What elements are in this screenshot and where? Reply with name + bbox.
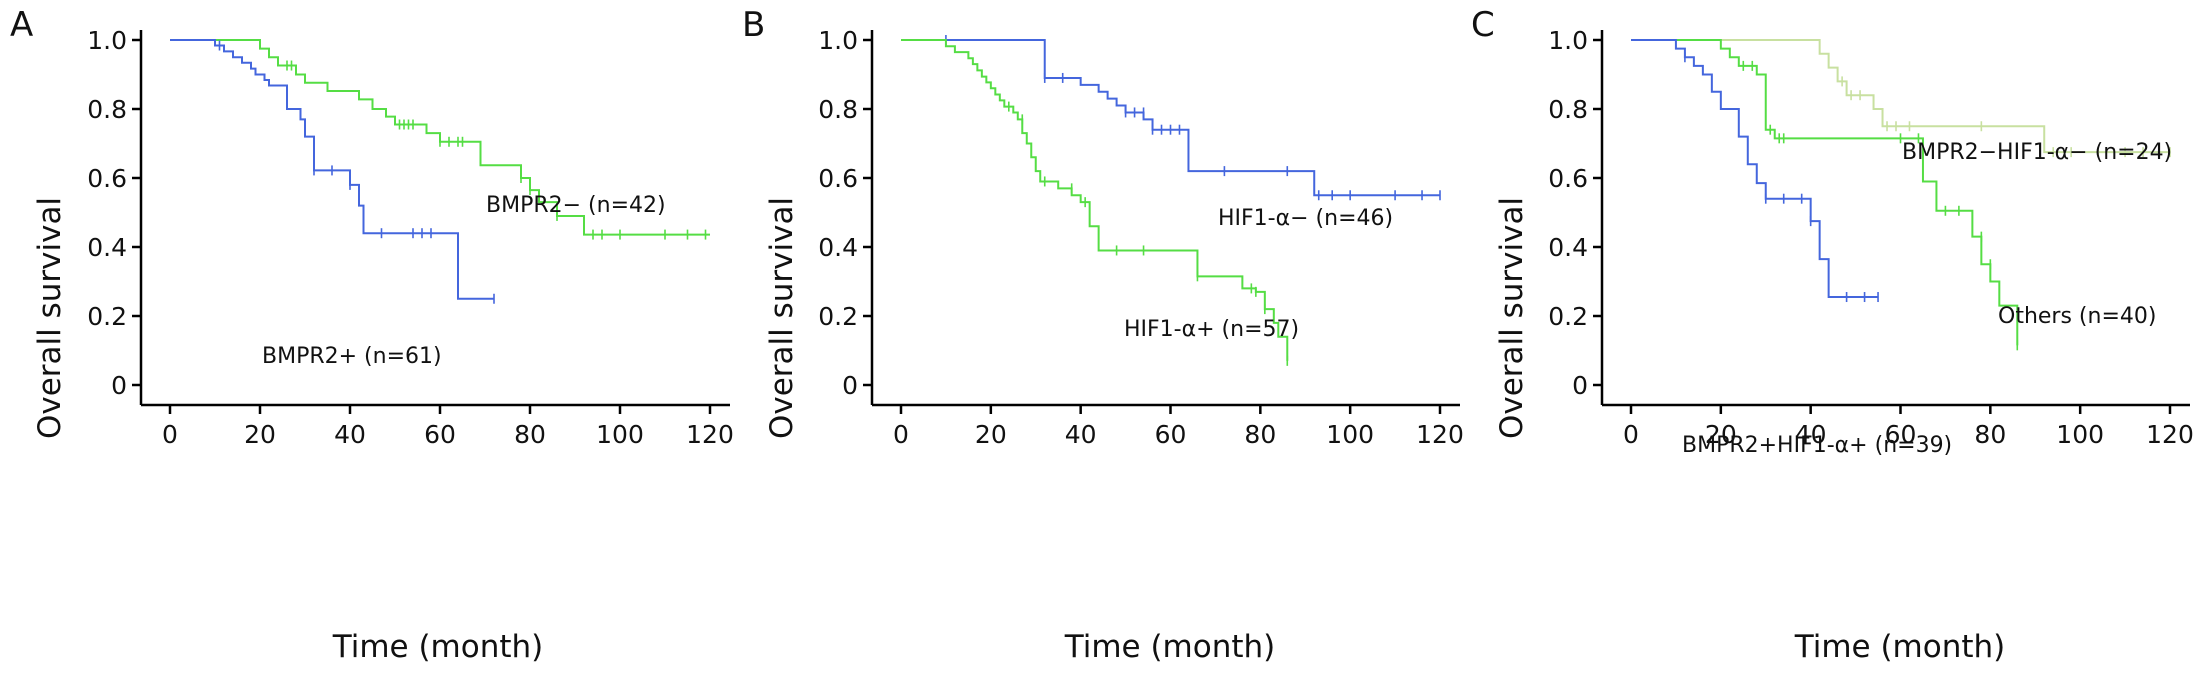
x-tick-label: 120 [686,420,734,449]
x-axis-label: Time (month) [1794,629,2006,665]
y-axis-label: Overall survival [1494,197,1530,439]
x-tick-label: 100 [596,420,644,449]
y-tick-label: 0 [111,371,127,400]
x-tick-label: 40 [1795,420,1827,449]
y-tick-label: 0.8 [1548,95,1588,124]
x-tick-label: 40 [334,420,366,449]
series-label-bmpr2-pos: BMPR2+ (n=61) [262,344,442,369]
y-tick-label: 0.6 [818,164,858,193]
km-curve [1631,39,2170,154]
y-tick-label: 0.4 [87,233,127,262]
series-layer [170,39,710,304]
y-axis-label: Overall survival [32,197,68,439]
axes: 0 0.2 0.4 0.6 0.8 1.0 0 20 40 60 80 100 120 [87,26,734,449]
y-tick-label: 0 [842,371,858,400]
y-tick-label: 1.0 [818,26,858,55]
y-tick-label: 1.0 [87,26,127,55]
panel-a: A 0 0.2 0.4 0.6 0.8 1.0 0 20 40 60 80 100 120 Overal… [10,5,734,665]
x-tick-label: 0 [893,420,909,449]
x-tick-label: 100 [1326,420,1374,449]
km-curve [1631,39,1879,299]
series-layer [1631,39,2171,351]
panel-c: C 0 0.2 0.4 0.6 0.8 1.0 0 20 40 60 80 100 120 Overal… [1471,5,2194,665]
x-tick-label: 60 [1885,420,1917,449]
x-tick-label: 20 [244,420,276,449]
x-tick-label: 120 [1416,420,1464,449]
y-tick-label: 0.4 [818,233,858,262]
series-label-hif1a-pos: HIF1-α+ (n=57) [1124,317,1299,342]
series-label-double-pos: BMPR2+HIF1-α+ (n=39) [1682,433,1952,458]
series-label-double-neg: BMPR2−HIF1-α− (n=24) [1902,140,2172,165]
y-tick-label: 0.2 [87,302,127,331]
series-label-others: Others (n=40) [1998,304,2156,329]
series-layer [901,35,1441,366]
y-tick-label: 1.0 [1548,26,1588,55]
x-tick-label: 40 [1065,420,1097,449]
y-tick-label: 0.2 [818,302,858,331]
km-curve [1631,39,2019,346]
panel-letter: A [10,5,33,45]
x-axis-label: Time (month) [332,629,544,665]
axes: 0 0.2 0.4 0.6 0.8 1.0 0 20 40 60 80 100 120 [1548,26,2194,449]
x-tick-label: 100 [2056,420,2104,449]
x-tick-label: 0 [162,420,178,449]
panel-letter: B [742,5,765,45]
y-tick-label: 0.6 [87,164,127,193]
km-curve [901,39,1440,197]
y-axis-label: Overall survival [764,197,800,439]
y-tick-label: 0.2 [1548,302,1588,331]
y-tick-label: 0.8 [818,95,858,124]
km-curve [901,39,1289,361]
x-tick-label: 20 [975,420,1007,449]
panel-letter: C [1471,5,1495,45]
panel-b: B 0 0.2 0.4 0.6 0.8 1.0 0 20 40 60 80 100 120 Overal… [742,5,1464,665]
x-axis-label: Time (month) [1064,629,1276,665]
series-label-bmpr2-neg: BMPR2− (n=42) [486,193,666,218]
km-curve [170,39,710,236]
x-tick-label: 60 [424,420,456,449]
y-tick-label: 0 [1572,371,1588,400]
series-label-hif1a-neg: HIF1-α− (n=46) [1218,206,1393,231]
x-tick-label: 120 [2146,420,2194,449]
x-tick-label: 80 [514,420,546,449]
x-tick-label: 80 [1244,420,1276,449]
x-tick-label: 0 [1623,420,1639,449]
x-tick-label: 60 [1155,420,1187,449]
km-curve [170,39,494,300]
axes: 0 0.2 0.4 0.6 0.8 1.0 0 20 40 60 80 100 120 [818,26,1464,449]
y-tick-label: 0.4 [1548,233,1588,262]
y-tick-label: 0.8 [87,95,127,124]
y-tick-label: 0.6 [1548,164,1588,193]
x-tick-label: 20 [1705,420,1737,449]
x-tick-label: 80 [1974,420,2006,449]
